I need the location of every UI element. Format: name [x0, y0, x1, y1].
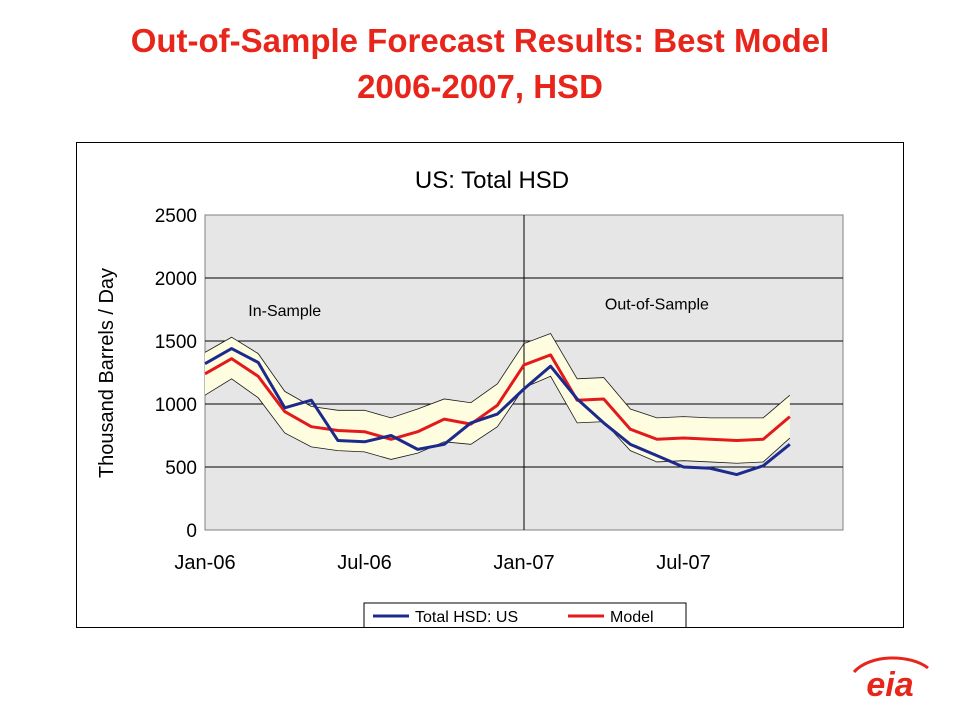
- legend: Total HSD: US Model: [363, 602, 687, 630]
- eia-logo: eia: [848, 652, 932, 709]
- x-tick-label: Jul-06: [337, 552, 391, 574]
- y-tick-label: 500: [165, 458, 197, 479]
- x-tick-labels: Jan-06 Jul-06 Jan-07 Jul-07: [174, 552, 710, 574]
- logo-text: eia: [866, 666, 913, 704]
- y-tick-label: 2500: [155, 206, 197, 227]
- slide-title: Out-of-Sample Forecast Results: Best Mod…: [0, 18, 960, 110]
- annotation-label: Out-of-Sample: [605, 297, 709, 314]
- chart-frame: US: Total HSD 0 500 1000 1500 2000 2500 Jan-0…: [76, 142, 904, 630]
- slide-title-line2: 2006-2007, HSD: [357, 68, 603, 105]
- legend-label-actual: Total HSD: US: [415, 609, 518, 626]
- x-tick-label: Jan-07: [493, 552, 554, 574]
- chart-title: US: Total HSD: [415, 167, 569, 194]
- legend-label-model: Model: [610, 609, 654, 626]
- y-axis-label: Thousand Barrels / Day: [96, 268, 118, 478]
- slide-title-line1: Out-of-Sample Forecast Results: Best Mod…: [130, 22, 830, 59]
- y-tick-label: 2000: [155, 269, 197, 290]
- y-tick-label: 1000: [155, 395, 197, 416]
- logo-swoosh-icon: [852, 656, 929, 674]
- annotations: In-Sample Out-of-Sample: [248, 297, 709, 320]
- series-line-model: [204, 353, 791, 443]
- band-lower-line: [204, 375, 791, 464]
- annotation-label: In-Sample: [248, 303, 321, 320]
- series-line-actual: [204, 347, 791, 477]
- chart-svg: US: Total HSD 0 500 1000 1500 2000 2500 Jan-0…: [96, 167, 844, 630]
- y-tick-label: 1500: [155, 332, 197, 353]
- series-lines: [204, 347, 791, 477]
- x-tick-label: Jul-07: [656, 552, 710, 574]
- y-tick-labels: 0 500 1000 1500 2000 2500: [155, 206, 197, 542]
- y-tick-label: 0: [186, 521, 197, 542]
- x-tick-label: Jan-06: [174, 552, 235, 574]
